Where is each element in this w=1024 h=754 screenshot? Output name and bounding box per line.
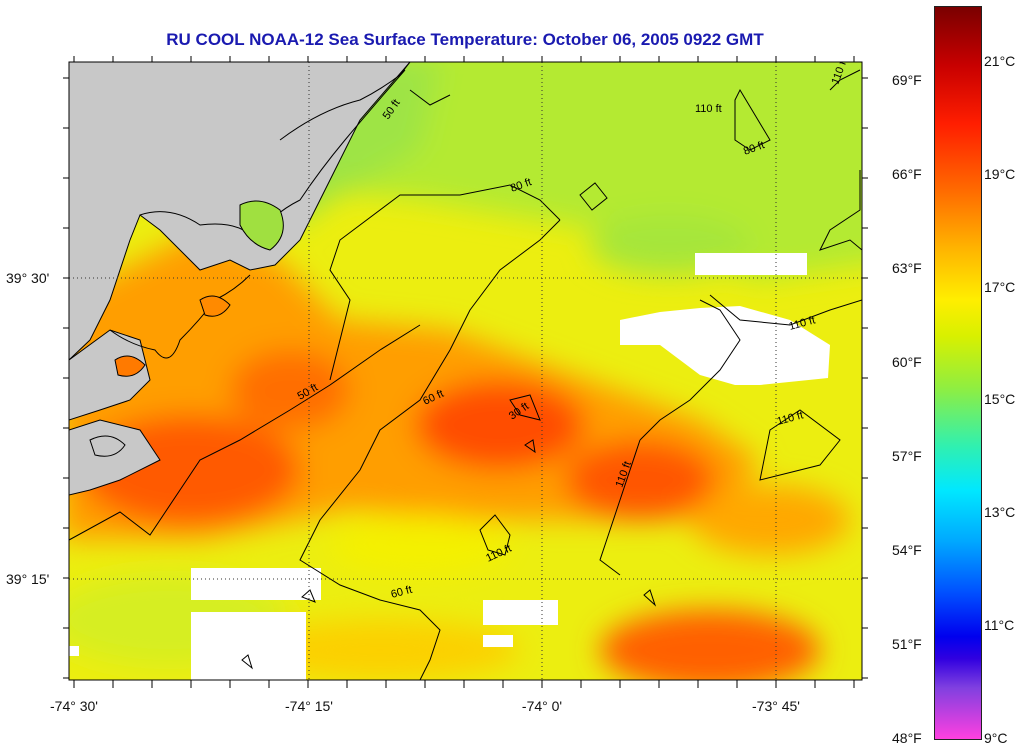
fahrenheit-label: 54°F	[892, 542, 922, 558]
longitude-label: -74° 30'	[50, 698, 98, 714]
fahrenheit-label: 69°F	[892, 72, 922, 88]
latitude-label: 39° 15'	[6, 571, 50, 587]
depth-contours	[69, 69, 862, 680]
map-title: RU COOL NOAA-12 Sea Surface Temperature:…	[166, 30, 764, 49]
celsius-label: 11°C	[984, 617, 1015, 633]
contour-label-110: 110 ft	[695, 103, 722, 115]
cloud-mask	[69, 253, 830, 680]
celsius-label: 13°C	[984, 504, 1016, 520]
axis-ticks	[63, 56, 868, 688]
celsius-label: 15°C	[984, 391, 1016, 407]
celsius-label: 21°C	[984, 53, 1016, 69]
celsius-label: 9°C	[984, 730, 1008, 746]
longitude-label: -74° 15'	[285, 698, 333, 714]
fahrenheit-label: 60°F	[892, 354, 922, 370]
longitude-label: -73° 45'	[752, 698, 800, 714]
land-area	[69, 62, 411, 496]
map-frame	[68, 61, 863, 681]
fahrenheit-label: 63°F	[892, 260, 922, 276]
fahrenheit-label: 48°F	[892, 730, 922, 746]
graticule	[69, 62, 862, 680]
fahrenheit-label: 66°F	[892, 166, 922, 182]
fahrenheit-label: 51°F	[892, 636, 922, 652]
latitude-label: 39° 30'	[6, 270, 50, 286]
temperature-color-scale	[934, 6, 982, 740]
celsius-label: 19°C	[984, 166, 1016, 182]
contour-label-60b: 60 ft	[390, 584, 414, 601]
longitude-label: -74° 0'	[521, 698, 563, 714]
temperature-field: 50 ft 60 ft 80 ft 50 ft 80 ft 110 ft 110…	[69, 62, 862, 680]
celsius-label: 17°C	[984, 279, 1016, 295]
fahrenheit-label: 57°F	[892, 448, 922, 464]
